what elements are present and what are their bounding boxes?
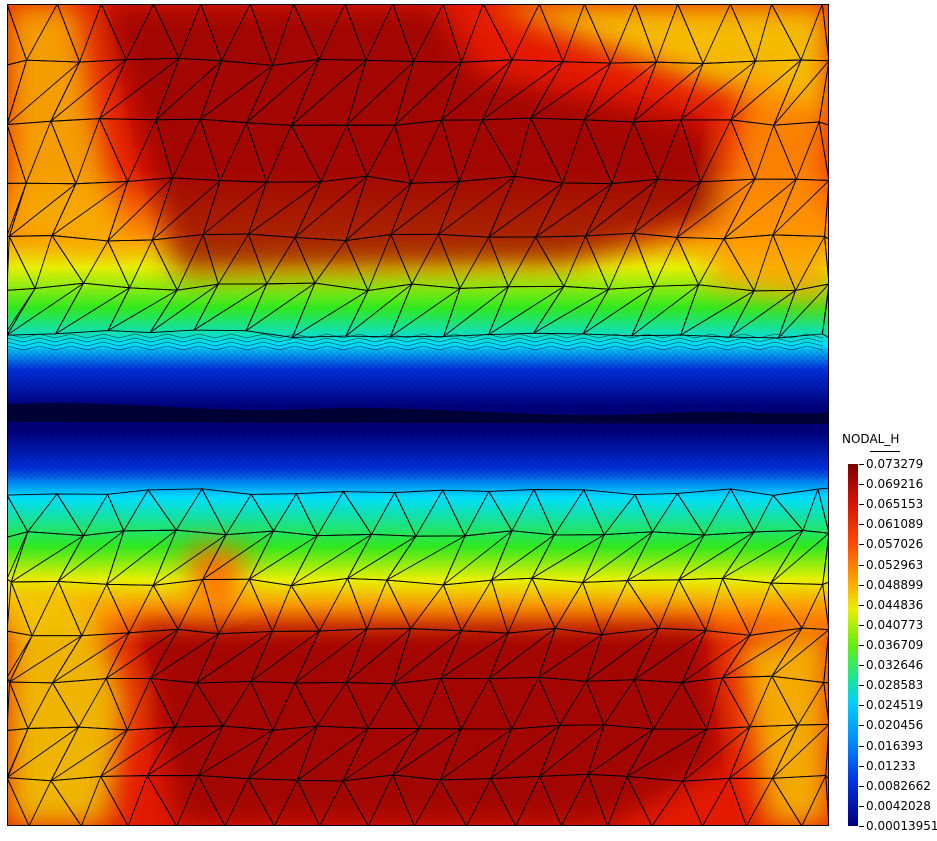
legend-tick-label: 0.024519 (866, 698, 924, 713)
mesh-transition-line (7, 345, 824, 351)
mesh-element (822, 581, 829, 632)
legend-tick (859, 544, 864, 546)
legend-tick-label: 0.069216 (866, 477, 924, 492)
legend-tick (859, 504, 864, 506)
legend-tick (859, 665, 864, 667)
legend-tick (859, 604, 864, 606)
legend-tick-label: 0.028583 (866, 678, 924, 693)
legend-tick (859, 745, 864, 747)
legend-tick-label: 0.052963 (866, 557, 924, 572)
legend-title: NODAL_H (842, 432, 900, 446)
legend-tick (859, 785, 864, 787)
legend-tick-label: 0.0082662 (866, 778, 931, 793)
right-upper-orange (707, 64, 829, 304)
legend-tick (859, 685, 864, 687)
mesh-element (821, 4, 829, 62)
legend-tick (859, 564, 864, 566)
color-scale-bar (848, 464, 858, 826)
mesh-field-plot (7, 4, 829, 826)
legend-tick-label: 0.036709 (866, 638, 924, 652)
legend-tick-label: 0.048899 (866, 577, 924, 592)
legend-tick-label: 0.016393 (866, 738, 924, 753)
mesh-element (825, 774, 829, 826)
legend-tick-label: 0.061089 (866, 517, 924, 532)
legend-tick (859, 826, 864, 827)
field-blobs (7, 4, 829, 826)
legend-tick-label: 0.0042028 (866, 798, 931, 813)
triangle-mesh (7, 4, 829, 826)
legend-tick (859, 705, 864, 707)
mesh-transition-line (7, 333, 824, 339)
legend-tick-label: 0.057026 (866, 537, 924, 552)
mesh-element (824, 235, 829, 288)
mesh-element (817, 487, 829, 536)
mesh-transition-line (7, 337, 824, 343)
legend-tick-label: 0.00013951 (866, 819, 937, 833)
lower-dark-region (137, 624, 722, 826)
left-upper-yellow (7, 4, 127, 254)
legend-tick-label: 0.065153 (866, 497, 924, 512)
legend-tick (859, 584, 864, 586)
legend-tick (859, 765, 864, 767)
legend-tick (859, 524, 864, 526)
legend-tick (859, 624, 864, 626)
plot-frame (7, 4, 829, 826)
mesh-element (823, 682, 829, 728)
legend-tick-label: 0.01233 (866, 758, 916, 773)
legend-tick-label: 0.073279 (866, 457, 924, 471)
legend-tick (859, 725, 864, 727)
legend-tick (859, 805, 864, 807)
mesh-element (821, 283, 829, 339)
left-lower-yellow (7, 584, 127, 826)
right-lower-yellow (737, 624, 829, 826)
dense-mesh-streak (7, 402, 829, 424)
legend-tick-label: 0.040773 (866, 617, 924, 632)
legend-tick (859, 464, 864, 465)
legend-tick (859, 645, 864, 646)
legend-title-rule (870, 451, 900, 452)
legend-tick-label: 0.020456 (866, 718, 924, 733)
legend-tick-label: 0.032646 (866, 658, 924, 673)
mesh-element (818, 121, 829, 181)
legend-tick (859, 484, 864, 486)
legend-tick-label: 0.044836 (866, 597, 924, 612)
mesh-transition-line (7, 341, 824, 347)
